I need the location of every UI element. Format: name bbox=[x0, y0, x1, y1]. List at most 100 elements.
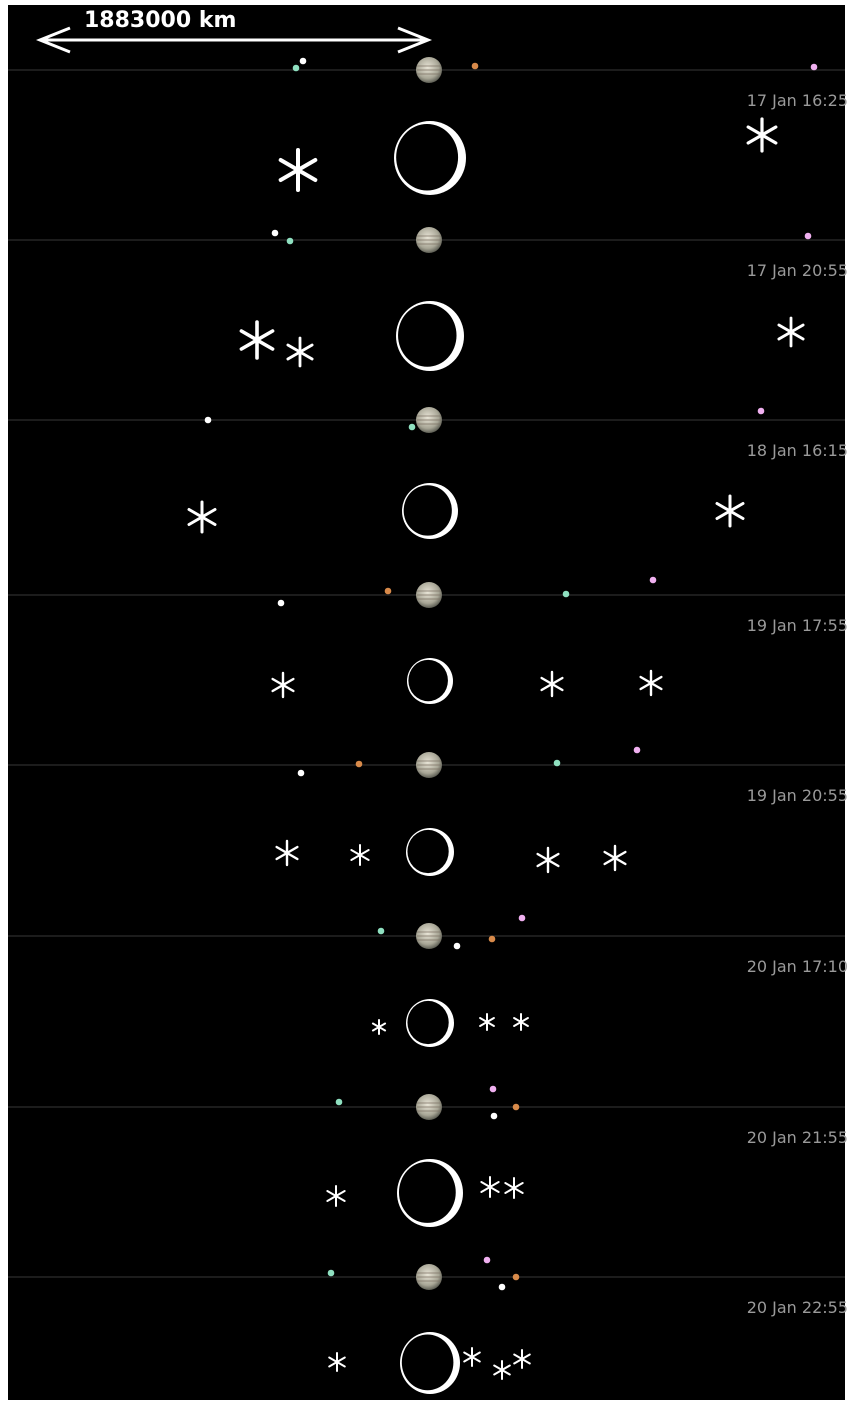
marker-stroke bbox=[746, 125, 778, 145]
marker-stroke bbox=[479, 1017, 495, 1027]
time-label: 20 Jan 22:55 bbox=[747, 1298, 848, 1317]
moon bbox=[408, 423, 416, 431]
moon-marker bbox=[513, 1013, 529, 1031]
moon-marker bbox=[479, 1013, 495, 1031]
moon bbox=[804, 232, 812, 240]
row: 20 Jan 21:55 bbox=[8, 1085, 848, 1227]
moon bbox=[810, 63, 818, 71]
moon bbox=[327, 1269, 335, 1277]
row: 17 Jan 16:25 bbox=[8, 57, 848, 195]
time-label: 20 Jan 17:10 bbox=[747, 957, 848, 976]
moon-marker bbox=[187, 500, 217, 534]
moon bbox=[488, 935, 496, 943]
marker-stroke bbox=[350, 849, 370, 861]
ring-inner bbox=[407, 1000, 449, 1045]
moon bbox=[453, 942, 461, 950]
row: 17 Jan 20:55 bbox=[8, 227, 848, 371]
marker-stroke bbox=[187, 508, 217, 526]
moon bbox=[512, 1273, 520, 1281]
moon-marker bbox=[350, 844, 370, 866]
moon bbox=[562, 590, 570, 598]
moon bbox=[384, 587, 392, 595]
moon bbox=[204, 416, 212, 424]
ring-inner bbox=[408, 659, 448, 702]
time-label: 19 Jan 20:55 bbox=[747, 786, 848, 805]
moon-marker bbox=[286, 336, 314, 368]
ring-inner bbox=[407, 829, 449, 874]
row: 20 Jan 17:10 bbox=[8, 914, 848, 1047]
moon bbox=[553, 759, 561, 767]
moon-marker bbox=[463, 1347, 481, 1367]
marker-stroke bbox=[463, 1351, 481, 1363]
marker-stroke bbox=[540, 676, 564, 692]
moon-marker bbox=[639, 669, 663, 697]
moon-marker bbox=[777, 316, 805, 348]
ring-inner bbox=[396, 123, 459, 191]
time-label: 19 Jan 17:55 bbox=[747, 616, 848, 635]
row: 19 Jan 17:55 bbox=[8, 576, 848, 704]
moon-marker bbox=[493, 1360, 511, 1380]
marker-stroke bbox=[480, 1181, 500, 1193]
ring-inner bbox=[398, 303, 457, 367]
moon bbox=[292, 64, 300, 72]
moon-marker bbox=[540, 670, 564, 698]
marker-stroke bbox=[239, 329, 275, 351]
marker-stroke bbox=[275, 845, 299, 861]
row: 19 Jan 20:55 bbox=[8, 746, 848, 876]
moon-marker bbox=[271, 671, 295, 699]
marker-stroke bbox=[286, 343, 314, 361]
moon bbox=[355, 760, 363, 768]
marker-stroke bbox=[715, 502, 745, 520]
moon-marker bbox=[746, 117, 778, 153]
time-label: 18 Jan 16:15 bbox=[747, 441, 848, 460]
time-label: 17 Jan 16:25 bbox=[747, 91, 848, 110]
moon-marker bbox=[536, 846, 560, 874]
moon bbox=[286, 237, 294, 245]
moon bbox=[498, 1283, 506, 1291]
moon bbox=[377, 927, 385, 935]
moon bbox=[299, 57, 307, 65]
marker-stroke bbox=[371, 1022, 387, 1032]
marker-stroke bbox=[603, 850, 627, 866]
scale-bar: 1883000 km bbox=[35, 8, 433, 54]
moon-marker bbox=[371, 1019, 387, 1035]
moon-marker bbox=[603, 844, 627, 872]
moon bbox=[335, 1098, 343, 1106]
rows: 17 Jan 16:25 17 Jan 20:55 18 Jan 16:15 19 J… bbox=[8, 57, 848, 1394]
time-label: 20 Jan 21:55 bbox=[747, 1128, 848, 1147]
moon-marker bbox=[278, 148, 318, 192]
marker-stroke bbox=[513, 1017, 529, 1027]
moon-marker bbox=[480, 1176, 500, 1198]
time-label: 17 Jan 20:55 bbox=[747, 261, 848, 280]
marker-stroke bbox=[777, 323, 805, 341]
row: 20 Jan 22:55 bbox=[8, 1256, 848, 1394]
moon-marker bbox=[715, 494, 745, 528]
marker-stroke bbox=[504, 1182, 524, 1194]
moon bbox=[512, 1103, 520, 1111]
row: 18 Jan 16:15 bbox=[8, 407, 848, 539]
moon bbox=[277, 599, 285, 607]
moon bbox=[649, 576, 657, 584]
moon-marker bbox=[504, 1177, 524, 1199]
marker-stroke bbox=[536, 852, 560, 868]
moon bbox=[271, 229, 279, 237]
scale-label: 1883000 km bbox=[84, 8, 236, 33]
marker-stroke bbox=[328, 1356, 346, 1368]
moon bbox=[471, 62, 479, 70]
marker-stroke bbox=[639, 675, 663, 691]
moon-marker bbox=[326, 1185, 346, 1207]
marker-stroke bbox=[513, 1353, 531, 1365]
ring-inner bbox=[403, 485, 452, 536]
moon bbox=[490, 1112, 498, 1120]
ring-inner bbox=[401, 1334, 454, 1391]
marker-stroke bbox=[271, 677, 295, 693]
ring-inner bbox=[398, 1161, 456, 1223]
moon-marker bbox=[328, 1352, 346, 1372]
moon bbox=[633, 746, 641, 754]
moon-marker bbox=[275, 839, 299, 867]
moon bbox=[489, 1085, 497, 1093]
marker-stroke bbox=[278, 158, 318, 182]
moon bbox=[757, 407, 765, 415]
moon-marker bbox=[513, 1349, 531, 1369]
